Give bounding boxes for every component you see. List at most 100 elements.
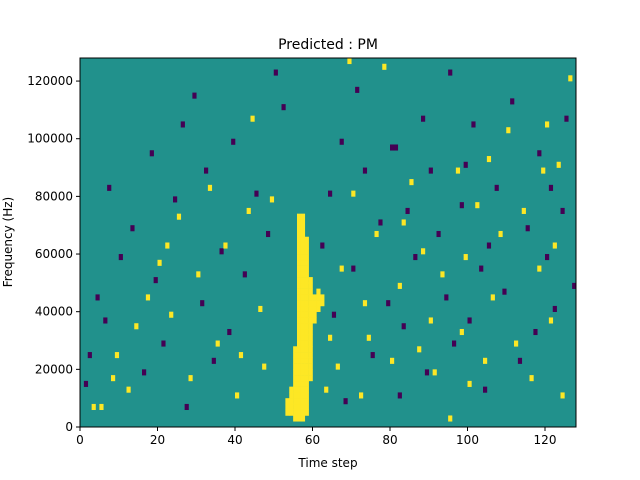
heatmap-cell-high [300, 415, 306, 422]
heatmap-cell-high [304, 392, 309, 399]
heatmap-cell-low [204, 167, 209, 174]
heatmap-cell-high [304, 357, 309, 364]
x-tick-label: 0 [76, 433, 84, 447]
heatmap-cell-high [552, 242, 557, 249]
heatmap-cell-high [308, 334, 313, 341]
heatmap-cell-high [300, 213, 306, 220]
y-tick-label: 100000 [27, 132, 73, 146]
x-tick-label: 20 [150, 433, 165, 447]
heatmap-cell-low [525, 225, 530, 232]
heatmap-cell-high [304, 305, 309, 312]
heatmap-cell-high [215, 340, 220, 347]
heatmap-cell-high [297, 271, 302, 278]
heatmap-cell-low [281, 104, 286, 111]
heatmap-cell-high [300, 254, 306, 261]
heatmap-cell-high [308, 357, 313, 364]
heatmap-cell-low [479, 265, 484, 272]
heatmap-cell-low [436, 230, 441, 238]
y-tick-label: 20000 [35, 362, 73, 376]
heatmap-cell-high [521, 207, 526, 214]
y-tick-label: 0 [65, 420, 73, 434]
heatmap-cell-high [297, 213, 302, 220]
heatmap-cell-high [297, 242, 302, 249]
heatmap-cell-high [308, 282, 313, 289]
x-tick-label: 60 [305, 433, 320, 447]
heatmap-cell-low [494, 184, 499, 191]
heatmap-cell-high [417, 346, 422, 353]
heatmap-cell-high [297, 409, 302, 416]
heatmap-cell-high [463, 254, 468, 261]
heatmap-cell-low [467, 317, 472, 324]
heatmap-cell-high [293, 415, 298, 422]
heatmap-cell-high [297, 236, 302, 243]
heatmap-cell-high [293, 352, 298, 359]
heatmap-cell-low [242, 271, 247, 278]
heatmap-cell-high [304, 386, 309, 393]
heatmap-cell-high [409, 179, 414, 186]
heatmap-cell-low [149, 150, 154, 157]
heatmap-cell-low [118, 254, 123, 261]
y-tick-label: 40000 [35, 305, 73, 319]
heatmap-cell-high [537, 265, 542, 272]
heatmap-cell-high [235, 392, 240, 399]
heatmap-cell-high [300, 328, 306, 336]
heatmap-cell-high [297, 340, 302, 347]
heatmap-cell-low [130, 225, 135, 232]
heatmap-cell-low [328, 190, 333, 197]
heatmap-cell-low [219, 248, 224, 255]
heatmap-cell-high [459, 328, 464, 336]
heatmap-cell-low [545, 254, 550, 261]
heatmap-cell-high [293, 380, 298, 387]
heatmap-cell-high [308, 375, 313, 382]
heatmap-cell-low [483, 386, 488, 393]
heatmap-cell-high [297, 328, 302, 336]
heatmap-cell-high [300, 219, 306, 226]
heatmap-cell-low [320, 242, 325, 249]
heatmap-cell-high [304, 282, 309, 289]
heatmap-cell-high [300, 305, 306, 312]
heatmap-cell-high [300, 363, 306, 370]
heatmap-cell-high [308, 363, 313, 370]
heatmap-cell-high [176, 213, 182, 220]
heatmap-cell-high [308, 277, 313, 284]
heatmap-cell-high [316, 300, 321, 307]
heatmap-cell-high [304, 369, 309, 376]
heatmap-cell-high [304, 288, 309, 295]
heatmap-cell-high [114, 352, 120, 359]
heatmap-cell-high [347, 58, 352, 65]
heatmap-cell-high [475, 202, 480, 209]
heatmap-cell-high [498, 230, 503, 238]
heatmap-cell-high [297, 334, 302, 341]
x-tick-label: 100 [456, 433, 479, 447]
heatmap-cell-high [300, 242, 306, 249]
heatmap-cell-high [300, 392, 306, 399]
heatmap-cell-high [300, 323, 306, 330]
heatmap-cell-high [304, 317, 309, 324]
heatmap-cell-low [564, 115, 569, 122]
heatmap-cell-low [142, 369, 147, 376]
plot-frame [79, 57, 577, 428]
heatmap-cell-low [339, 138, 344, 145]
y-axis: 0 20000 40000 60000 80000 100000 120000 [27, 74, 80, 434]
heatmap-cell-high [304, 277, 309, 284]
heatmap-cell-low [192, 92, 197, 99]
heatmap-cell-high [560, 392, 565, 399]
heatmap-cell-high [300, 357, 306, 364]
heatmap-cell-high [304, 403, 309, 411]
heatmap-cell-high [285, 403, 290, 411]
heatmap-cell-high [308, 346, 313, 353]
heatmap-cell-high [297, 380, 302, 387]
heatmap-cell-high [304, 352, 309, 359]
heatmap-cell-high [250, 115, 255, 122]
heatmap-cell-high [293, 375, 298, 382]
heatmap-cell-high [304, 380, 309, 387]
x-tick-label: 120 [534, 433, 557, 447]
heatmap-cell-high [328, 334, 333, 341]
heatmap-cell-low [83, 380, 89, 387]
heatmap-cell-high [99, 403, 104, 411]
heatmap-cell-high [304, 363, 309, 370]
heatmap-cell-low [552, 305, 557, 312]
heatmap-cell-low [378, 219, 383, 226]
heatmap-cell-high [293, 357, 298, 364]
heatmap-cell-high [308, 311, 313, 318]
